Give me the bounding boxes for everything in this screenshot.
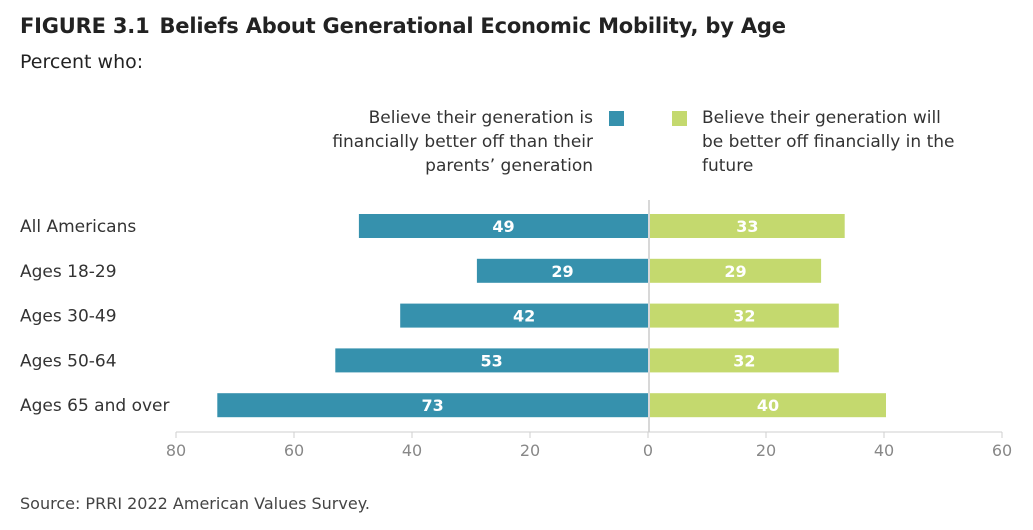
data-label-right: 32: [733, 307, 755, 326]
bar-left: [335, 348, 648, 373]
legend-left-label: Believe their generation is financially …: [332, 108, 593, 176]
bar-left: [217, 393, 649, 418]
x-tick-label: 60: [992, 441, 1012, 460]
data-label-left: 42: [513, 307, 535, 326]
category-label: Ages 18-29: [20, 262, 117, 282]
x-tick-label: 80: [166, 441, 186, 460]
data-label-left: 29: [551, 262, 573, 281]
data-label-left: 53: [481, 351, 503, 370]
category-label: Ages 65 and over: [20, 396, 169, 416]
source-note: Source: PRRI 2022 American Values Survey…: [20, 494, 370, 513]
x-tick-label: 20: [520, 441, 540, 460]
bar-right: [650, 258, 822, 283]
data-label-right: 32: [733, 351, 755, 370]
bar-right: [650, 214, 845, 238]
figure-title: Beliefs About Generational Economic Mobi…: [159, 14, 786, 38]
figure-label: FIGURE 3.1: [20, 14, 150, 38]
bar-right: [650, 348, 839, 373]
category-label: All Americans: [20, 217, 136, 237]
data-label-left: 49: [492, 217, 514, 236]
bar-right: [650, 303, 839, 328]
x-tick-label: 60: [284, 441, 304, 460]
legend-right-swatch: [672, 111, 687, 126]
data-label-left: 73: [422, 396, 444, 415]
x-tick-label: 0: [643, 441, 653, 460]
x-tick-label: 20: [756, 441, 776, 460]
x-tick-label: 40: [402, 441, 422, 460]
bar-right: [650, 393, 886, 418]
legend-left-swatch: [609, 111, 624, 126]
category-label: Ages 50-64: [20, 351, 117, 371]
data-label-right: 33: [736, 217, 758, 236]
chart-title: FIGURE 3.1 Beliefs About Generational Eco…: [20, 14, 786, 38]
x-tick-label: 40: [874, 441, 894, 460]
chart-subtitle: Percent who:: [20, 51, 144, 73]
data-label-right: 29: [724, 262, 746, 281]
legend-right-label: Believe their generation will be better …: [702, 108, 955, 176]
bar-left: [400, 303, 648, 328]
category-label: Ages 30-49: [20, 307, 117, 327]
bar-left: [476, 258, 648, 283]
data-label-right: 40: [757, 396, 779, 415]
bar-left: [358, 214, 648, 238]
